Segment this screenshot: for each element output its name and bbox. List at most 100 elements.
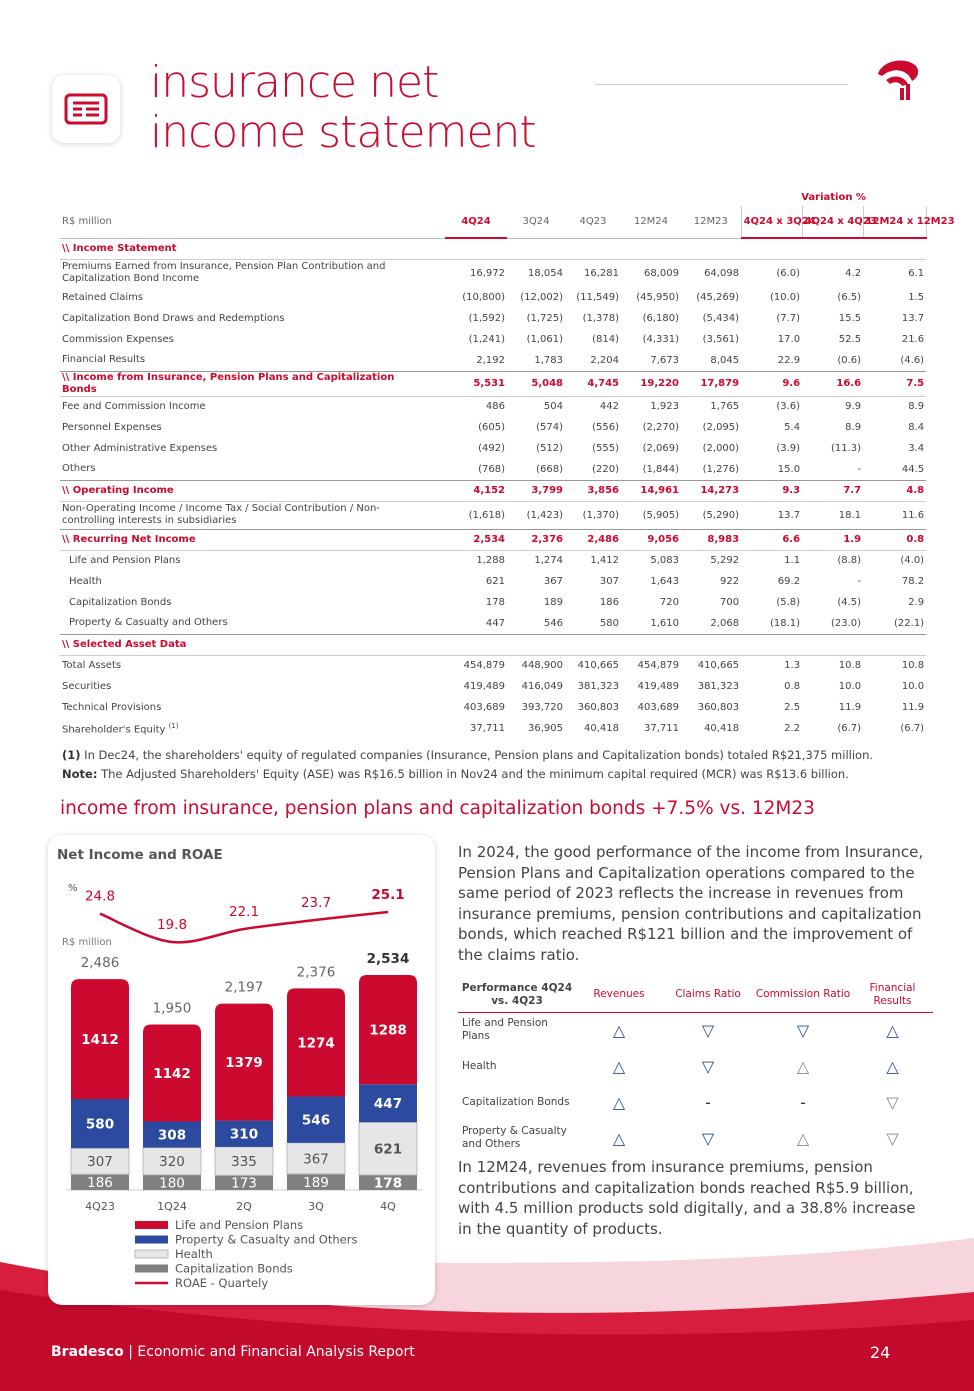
cell: 7,673: [650, 354, 679, 366]
paragraph: In 2024, the good performance of the inc…: [458, 843, 924, 964]
cell: 2,486: [565, 528, 621, 551]
row-label: Non-Operating Income / Income Tax / Soci…: [60, 501, 445, 529]
cell: (5.8): [776, 597, 801, 608]
row-label: \\ Income Statement: [60, 237, 927, 260]
cell: (768): [478, 463, 505, 475]
row-label: Personnel Expenses: [60, 417, 445, 438]
indicator: △: [796, 1056, 810, 1076]
cell: (1,592): [468, 313, 505, 324]
logo: [878, 60, 919, 100]
column-header: Claims Ratio: [662, 978, 754, 1013]
cell: (574): [536, 422, 563, 433]
cell: 4.8: [863, 479, 927, 502]
table-row: Life and Pension Plans 1,288 1,274 1,412 5,0…: [60, 550, 926, 571]
row-label-text: Technical Provisions: [62, 701, 162, 713]
row-label-text: Total Assets: [62, 659, 122, 671]
cell: 11.9: [838, 702, 862, 713]
cell: [60, 188, 741, 206]
bar-segment: [214, 1146, 274, 1176]
cell: 2,068: [710, 617, 740, 629]
cell: 68,009: [644, 267, 679, 279]
cell: 6.6: [741, 528, 803, 551]
legend-swatch: [134, 1249, 169, 1259]
cell: 8.4: [908, 422, 925, 433]
cell: (1,725): [526, 313, 563, 324]
row-label-text: Capitalization Bonds: [69, 596, 172, 608]
cell: 17.0: [777, 334, 801, 345]
row-label: Technical Provisions: [60, 697, 445, 718]
bar-segment: [71, 979, 129, 1099]
bar-segment: [359, 1084, 417, 1123]
footnote-mark: (1): [62, 748, 81, 762]
column-header: Financial Results: [852, 978, 933, 1013]
segment-label: 580: [86, 1117, 114, 1133]
cell: (12,002): [520, 292, 563, 303]
cell: (2,069): [642, 443, 679, 454]
column-header: 12M24 x 12M23: [862, 206, 955, 239]
cell: 178: [485, 597, 505, 608]
cell: 410,665: [697, 660, 740, 672]
cell: 4.2: [845, 267, 862, 279]
row-label-text: Financial Results: [62, 354, 146, 366]
segment-label: 186: [87, 1175, 113, 1191]
indicator: △: [612, 1020, 626, 1040]
cell: 4,152: [445, 479, 507, 502]
cell: (3.9): [776, 443, 801, 454]
column-header: 3Q24: [507, 206, 565, 239]
row-label: Others: [60, 459, 445, 480]
cell: 1.3: [784, 660, 801, 672]
cell: 2.2: [784, 723, 801, 734]
cell: 367: [543, 576, 563, 587]
roae-label: 19.8: [157, 917, 187, 933]
column-header: 4Q24: [445, 206, 507, 239]
cell: (5,290): [702, 509, 740, 521]
row-label-text: Life and Pension Plans: [69, 554, 181, 566]
cell: 7.7: [802, 479, 864, 502]
bar-segment: [71, 1174, 129, 1190]
row-label: \\ Selected Asset Data: [60, 633, 927, 656]
indicator: △: [886, 1020, 899, 1040]
table-row: \\ Operating Income 4,152 3,799 3,856 14,961…: [60, 479, 927, 502]
indicator: △: [796, 1128, 810, 1148]
cell: 403,689: [637, 702, 679, 713]
segment-label: 1379: [225, 1055, 263, 1071]
cell: 18.1: [838, 509, 862, 521]
cell: (23.0): [830, 617, 862, 629]
indicator: ▽: [886, 1092, 899, 1112]
indicator: ▽: [701, 1020, 715, 1040]
table-row: Financial Results 2,192 1,783 2,204 7,673 8,0…: [60, 350, 926, 371]
cell: 360,803: [577, 702, 619, 713]
cell: (7.7): [776, 313, 801, 324]
row-label-text: \\ Operating Income: [62, 484, 174, 496]
cell: 1.1: [784, 555, 801, 567]
table-row: \\ Income from Insurance, Pension Plans …: [60, 370, 927, 397]
cell: 2,534: [445, 528, 507, 551]
row-label-text: Capitalization Bond Draws and Redemption…: [62, 312, 285, 324]
row-label: Health: [60, 571, 445, 592]
bar-segment: [142, 1147, 202, 1176]
cell: (492): [478, 443, 505, 454]
performance-table: Performance 4Q24 vs. 4Q23 Revenues Claims …: [458, 978, 933, 1156]
table-row: Commission Expenses (1,241) (1,061) (814) (4…: [60, 329, 926, 350]
row-label: Commission Expenses: [60, 329, 445, 350]
segment-label: 310: [230, 1127, 258, 1143]
indicator: ▽: [796, 1020, 810, 1040]
cell: -: [857, 576, 862, 587]
cell: 5,048: [507, 370, 565, 397]
cell: (4.6): [900, 354, 925, 366]
segment-label: 307: [87, 1154, 113, 1170]
x-tick-label: 2Q: [236, 1200, 252, 1213]
cell: 504: [543, 401, 563, 413]
column-header: 4Q23: [565, 206, 621, 239]
chart: Net Income and ROAE % R$ million 186 307 5…: [57, 847, 423, 1290]
cell: 16,972: [470, 267, 505, 279]
cell: (18.1): [769, 617, 801, 629]
cell: 14,273: [681, 479, 742, 502]
row-label-text: \\ Income from Insurance, Pension Plans …: [62, 371, 395, 395]
row-label-text: Others: [62, 463, 96, 475]
row-label-text: Personnel Expenses: [62, 421, 162, 433]
indicator: △: [612, 1128, 626, 1148]
cell: (4.5): [837, 597, 862, 608]
segment-label: 1412: [81, 1032, 119, 1048]
